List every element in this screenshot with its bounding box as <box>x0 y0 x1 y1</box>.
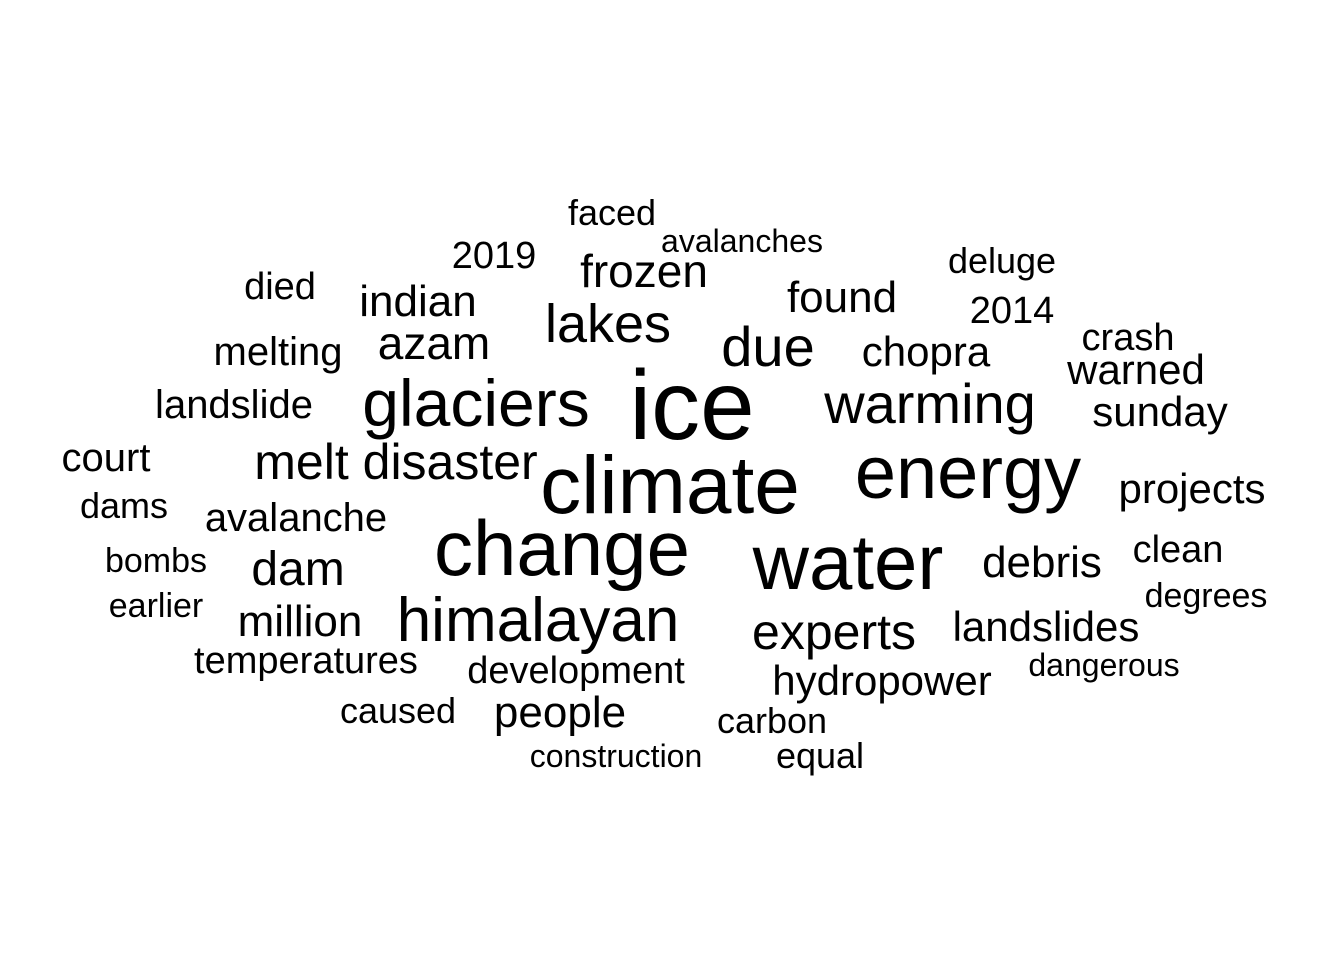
word-experts: experts <box>752 604 916 660</box>
word-temperatures: temperatures <box>194 640 418 682</box>
word-deluge: deluge <box>947 240 1057 281</box>
word-hydropower: hydropower <box>772 657 992 704</box>
word-clean: clean <box>1132 529 1224 571</box>
word-people: people <box>493 688 627 737</box>
word-crash: crash <box>1081 317 1175 359</box>
word-debris: debris <box>982 538 1102 587</box>
word-development: development <box>467 650 685 692</box>
word-projects: projects <box>1118 465 1266 512</box>
word-water: water <box>752 518 944 606</box>
word-earlier: earlier <box>108 587 204 625</box>
word-chopra: chopra <box>861 328 991 375</box>
word-landslide: landslide <box>155 383 313 427</box>
word-lakes: lakes <box>544 294 672 354</box>
word-energy: energy <box>854 431 1082 514</box>
word-frozen: frozen <box>580 245 708 297</box>
word-sunday: sunday <box>1092 388 1228 435</box>
word-indian: indian <box>359 277 477 326</box>
word-melting: melting <box>213 330 343 374</box>
word-found: found <box>786 273 898 322</box>
word-caused: caused <box>339 690 457 731</box>
word-equal: equal <box>775 735 865 776</box>
word-million: million <box>237 597 363 646</box>
word-court: court <box>61 436 151 480</box>
word-ice: ice <box>629 350 755 460</box>
word-glaciers: glaciers <box>362 366 590 440</box>
word-azam: azam <box>377 317 491 369</box>
word-2014: 2014 <box>969 290 1055 332</box>
word-bombs: bombs <box>104 542 208 580</box>
word-dam: dam <box>251 543 345 596</box>
word-due: due <box>721 315 815 378</box>
word-dangerous: dangerous <box>1028 647 1180 683</box>
word-degrees: degrees <box>1144 577 1268 615</box>
word-2019: 2019 <box>451 235 537 277</box>
word-died: died <box>244 266 316 308</box>
word-avalanches: avalanches <box>661 223 823 259</box>
word-dams: dams <box>79 485 169 526</box>
word-change: change <box>434 504 690 592</box>
word-himalayan: himalayan <box>396 586 680 655</box>
word-construction: construction <box>529 738 703 774</box>
word-carbon: carbon <box>716 700 828 741</box>
word-landslides: landslides <box>952 603 1140 650</box>
word-melt-disaster: melt disaster <box>254 434 538 490</box>
word-climate: climate <box>540 440 800 531</box>
word-faced: faced <box>567 192 657 233</box>
word-warming: warming <box>824 372 1036 435</box>
word-warned: warned <box>1067 346 1205 393</box>
word-avalanche: avalanche <box>204 496 388 540</box>
